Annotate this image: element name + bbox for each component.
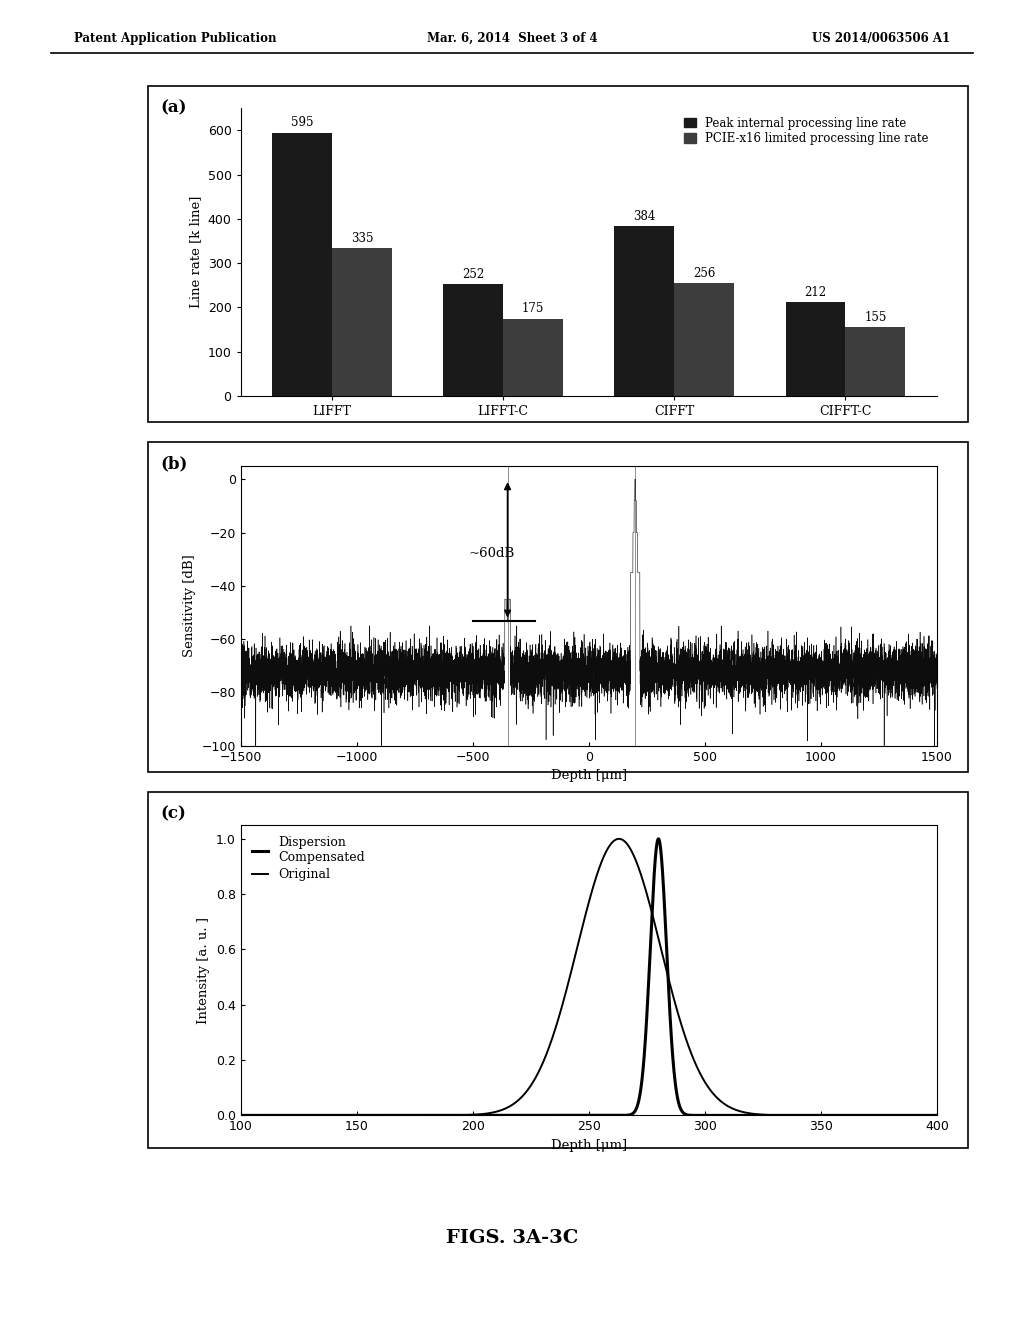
X-axis label: Depth [μm]: Depth [μm]	[551, 1139, 627, 1152]
Bar	[846, 327, 905, 396]
Text: 384: 384	[633, 210, 655, 223]
Text: 335: 335	[351, 231, 374, 244]
Bar	[614, 226, 675, 396]
Text: 256: 256	[693, 267, 716, 280]
Text: (b): (b)	[161, 455, 188, 473]
Text: 595: 595	[291, 116, 313, 129]
Bar	[675, 282, 734, 396]
Bar	[503, 318, 563, 396]
Text: (c): (c)	[161, 805, 186, 822]
Text: 175: 175	[522, 302, 545, 315]
X-axis label: Depth [μm]: Depth [μm]	[551, 770, 627, 783]
Legend: Dispersion
Compensated, Original: Dispersion Compensated, Original	[247, 832, 370, 886]
Bar	[785, 302, 846, 396]
Text: 252: 252	[462, 268, 484, 281]
Text: 155: 155	[864, 312, 887, 325]
Text: 212: 212	[805, 286, 826, 300]
Text: Patent Application Publication: Patent Application Publication	[74, 32, 276, 45]
Text: FIGS. 3A-3C: FIGS. 3A-3C	[445, 1229, 579, 1247]
Legend: Peak internal processing line rate, PCIE-x16 limited processing line rate: Peak internal processing line rate, PCIE…	[682, 114, 931, 148]
Y-axis label: Intensity [a. u. ]: Intensity [a. u. ]	[198, 916, 210, 1024]
Text: (a): (a)	[161, 99, 187, 116]
Bar	[332, 248, 392, 396]
Text: US 2014/0063506 A1: US 2014/0063506 A1	[812, 32, 950, 45]
Text: Mar. 6, 2014  Sheet 3 of 4: Mar. 6, 2014 Sheet 3 of 4	[427, 32, 597, 45]
Y-axis label: Line rate [k line]: Line rate [k line]	[189, 195, 202, 309]
Y-axis label: Sensitivity [dB]: Sensitivity [dB]	[183, 554, 196, 657]
Bar	[443, 284, 503, 396]
Text: ~60dB: ~60dB	[468, 548, 514, 561]
Bar	[272, 132, 332, 396]
